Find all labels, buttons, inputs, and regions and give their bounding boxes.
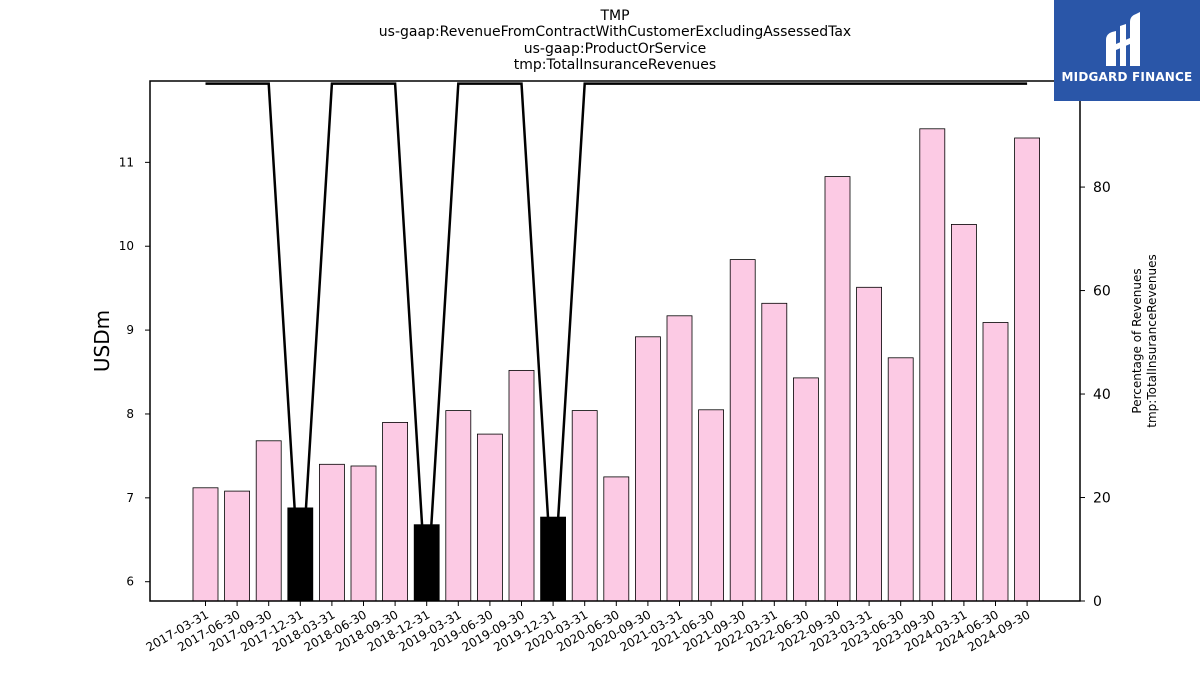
bar-2021-03-31 [666, 315, 693, 602]
bar-2024-06-30 [982, 322, 1009, 602]
bar-2024-09-30 [1014, 137, 1040, 602]
y-tick-label: 11 [119, 155, 134, 169]
bar-2023-06-30 [887, 357, 914, 602]
y-tick-label: 6 [126, 575, 134, 589]
bar-2022-06-30 [793, 377, 819, 602]
bar-2021-09-30 [729, 259, 756, 602]
bar-2023-03-31 [856, 286, 882, 602]
bar-2022-09-30 [824, 176, 851, 602]
chart-title-line-4: tmp:TotalInsuranceRevenues [514, 57, 716, 73]
bar-2019-12-31 [540, 516, 566, 602]
bar-2018-03-31 [318, 463, 345, 602]
y-axis-label: USDm [90, 310, 114, 372]
percentage-line-series [205, 82, 1028, 602]
y-tick-label: 8 [126, 407, 134, 421]
y2-axis-label-line-1: Percentage of Revenues [1130, 268, 1144, 413]
chart-title: TMP us-gaap:RevenueFromContractWithCusto… [379, 8, 851, 73]
chart-title-line-1: TMP [599, 8, 629, 24]
bar-2018-06-30 [350, 465, 377, 602]
plot-frame [149, 80, 1081, 602]
bar-series [192, 128, 1040, 602]
y-tick-label: 10 [119, 239, 134, 253]
logo-mark-icon [1106, 12, 1140, 66]
y2-tick-label: 60 [1093, 284, 1111, 300]
bar-2024-03-31 [951, 223, 977, 602]
bar-2020-06-30 [603, 476, 630, 602]
bar-2019-03-31 [445, 410, 472, 602]
bar-2022-03-31 [761, 302, 788, 602]
bar-2023-09-30 [919, 128, 946, 602]
bar-2020-03-31 [571, 410, 598, 602]
y-axis-right: 020406080100 [1080, 77, 1120, 610]
bar-2020-09-30 [635, 336, 661, 602]
y-axis-left: 6 7 8 9 10 11 [119, 155, 150, 589]
x-axis: 2017-03-312017-06-302017-09-302017-12-31… [144, 601, 1033, 654]
bar-2017-03-31 [192, 487, 219, 602]
bar-2017-06-30 [224, 490, 251, 602]
y2-tick-label: 0 [1093, 594, 1102, 610]
y-tick-label: 7 [126, 491, 134, 505]
y2-axis-label-line-2: tmp:TotalInsuranceRevenues [1145, 254, 1159, 427]
y2-tick-label: 80 [1093, 180, 1111, 196]
percentage-line [205, 82, 1028, 602]
bar-2021-06-30 [698, 409, 724, 602]
bar-2019-06-30 [476, 433, 503, 602]
chart-title-line-3: us-gaap:ProductOrService [524, 41, 707, 57]
y2-tick-label: 40 [1093, 387, 1111, 403]
chart-title-line-2: us-gaap:RevenueFromContractWithCustomerE… [379, 24, 851, 40]
midgard-finance-logo: MIDGARD FINANCE [1054, 0, 1200, 101]
y-tick-label: 9 [126, 323, 134, 337]
bar-2018-09-30 [382, 421, 409, 602]
y2-tick-label: 20 [1093, 491, 1111, 507]
bar-2017-09-30 [255, 440, 282, 602]
bar-2019-09-30 [508, 369, 535, 602]
logo-text: MIDGARD FINANCE [1061, 70, 1193, 84]
